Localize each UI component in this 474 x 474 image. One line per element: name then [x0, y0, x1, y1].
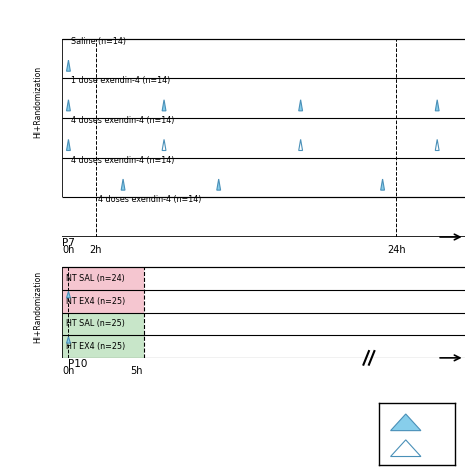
Text: HT SAL (n=25): HT SAL (n=25): [66, 319, 125, 328]
Bar: [62, 335, 144, 358]
Polygon shape: [66, 100, 70, 111]
Text: NT SAL (n=24): NT SAL (n=24): [66, 274, 125, 283]
Polygon shape: [435, 100, 439, 111]
Text: 1 dose exendin-4 (n=14): 1 dose exendin-4 (n=14): [71, 76, 171, 85]
Polygon shape: [217, 179, 220, 190]
Text: HT EX4 (n=25): HT EX4 (n=25): [66, 342, 125, 351]
Text: 4 doses exendin-4 (n=14): 4 doses exendin-4 (n=14): [71, 116, 174, 125]
Polygon shape: [66, 292, 70, 298]
Polygon shape: [162, 100, 166, 111]
Polygon shape: [435, 139, 439, 151]
Bar: [62, 312, 144, 335]
Polygon shape: [66, 139, 70, 151]
Polygon shape: [162, 139, 166, 151]
Polygon shape: [391, 440, 421, 456]
Polygon shape: [299, 139, 302, 151]
Text: HI+Randomization: HI+Randomization: [33, 66, 42, 138]
Text: P7: P7: [62, 238, 74, 248]
Polygon shape: [391, 414, 421, 430]
Text: HI+Randomization: HI+Randomization: [33, 271, 42, 343]
Text: Saline (n=14): Saline (n=14): [71, 37, 126, 46]
Text: P10: P10: [68, 359, 88, 369]
Polygon shape: [381, 179, 384, 190]
Text: 4 doses exendin-4 (n=14): 4 doses exendin-4 (n=14): [99, 195, 202, 204]
Bar: [62, 290, 144, 312]
Bar: [62, 267, 144, 290]
Polygon shape: [66, 60, 70, 71]
Polygon shape: [299, 100, 302, 111]
Polygon shape: [66, 337, 70, 343]
Polygon shape: [121, 179, 125, 190]
Text: NT EX4 (n=25): NT EX4 (n=25): [66, 297, 125, 306]
Text: 4 doses exendin-4 (n=14): 4 doses exendin-4 (n=14): [71, 156, 174, 165]
